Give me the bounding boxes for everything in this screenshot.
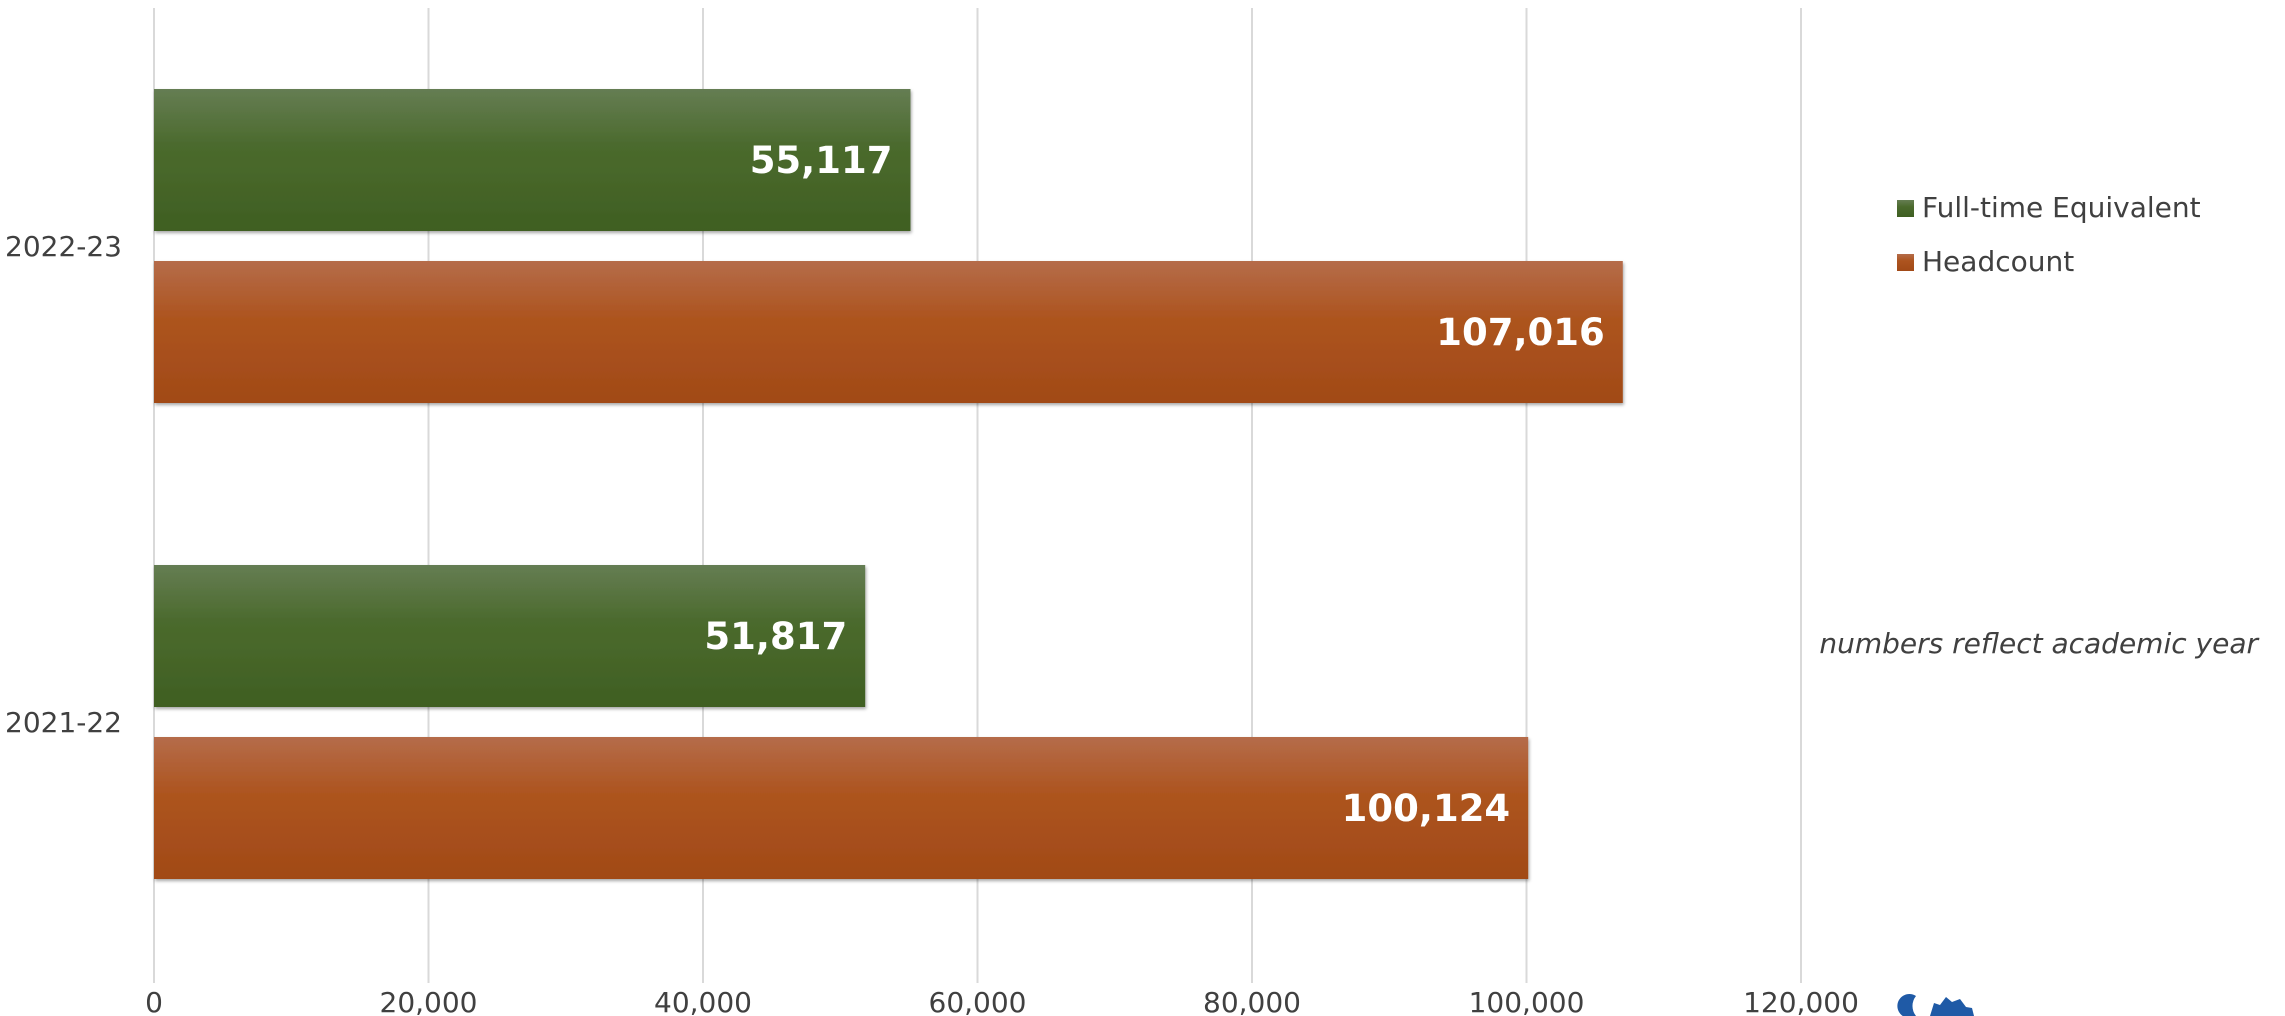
bar-fte-2021-22 [154,565,866,707]
x-tick-label: 80,000 [1203,986,1301,1016]
x-tick-label: 20,000 [380,986,478,1016]
data-label-fte: 55,117 [750,139,893,182]
chart-annotation: numbers reflect academic year [1819,627,2259,660]
data-label-headcount: 100,124 [1342,787,1511,830]
bars [154,89,1623,879]
x-tick-label: 120,000 [1743,986,1859,1016]
x-tick-label: 40,000 [654,986,752,1016]
legend-label-fte: Full-time Equivalent [1922,191,2201,224]
data-label-headcount: 107,016 [1436,311,1605,354]
x-tick-label: 0 [145,986,163,1016]
legend-swatch-headcount [1897,254,1914,271]
bar-fte-2022-23 [154,89,911,231]
x-tick-label: 100,000 [1469,986,1585,1016]
category-label: 2022-23 [5,230,122,263]
legend-swatch-fte [1897,200,1914,217]
legend-label-headcount: Headcount [1922,245,2074,278]
labels: 0 20,000 40,000 60,000 80,000 100,000 120,000 2… [5,139,1859,1016]
logo-mark [1897,994,1974,1016]
category-label: 2021-22 [5,706,122,739]
legend: Full-time Equivalent Headcount [1897,191,2201,278]
data-label-fte: 51,817 [704,615,847,658]
x-tick-label: 60,000 [929,986,1027,1016]
bar-headcount-2021-22 [154,737,1529,879]
bar-headcount-2022-23 [154,261,1623,403]
